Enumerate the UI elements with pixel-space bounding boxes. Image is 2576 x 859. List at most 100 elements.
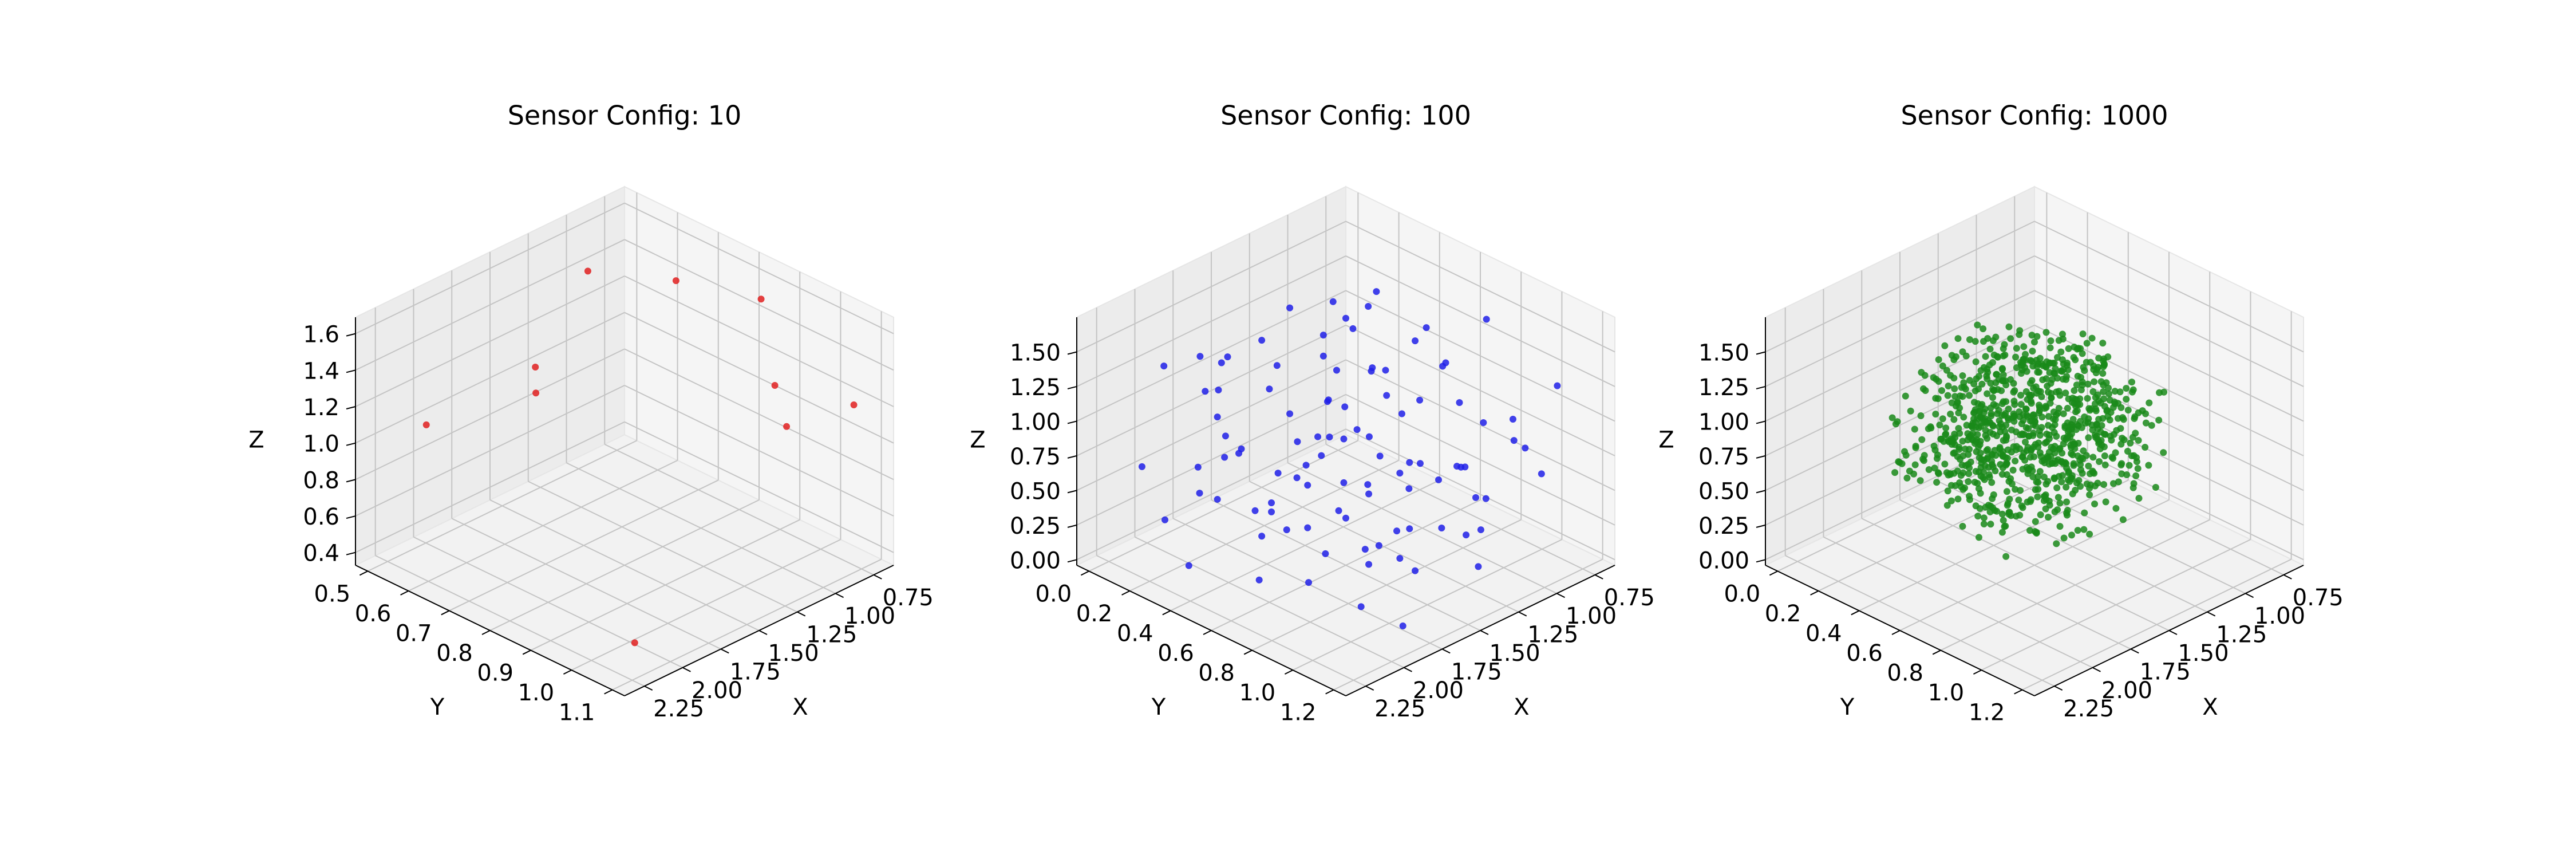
- data-point: [1286, 304, 1294, 312]
- data-point: [2115, 478, 2122, 486]
- data-point: [1974, 513, 1982, 520]
- z-tick-label: 1.00: [1010, 409, 1061, 435]
- data-point: [1989, 423, 1997, 430]
- y-tick-label: 0.8: [436, 640, 473, 667]
- tick-mark: [1769, 570, 1778, 576]
- data-point: [1957, 472, 1965, 479]
- data-point: [1921, 372, 1929, 379]
- data-point: [1423, 324, 1430, 332]
- data-point: [2041, 439, 2049, 447]
- x-tick-label: 2.00: [1413, 677, 1464, 704]
- data-point: [2045, 431, 2053, 439]
- tick-mark: [1594, 574, 1603, 580]
- data-point: [1920, 457, 1927, 464]
- tick-mark: [1325, 689, 1334, 695]
- data-point: [1980, 521, 1988, 528]
- grid-line: [1088, 440, 1358, 572]
- data-point: [1970, 408, 1978, 416]
- data-point: [2111, 388, 2119, 395]
- grid-line: [1859, 479, 2129, 612]
- data-point: [2007, 335, 2014, 342]
- data-point: [1957, 483, 1965, 490]
- data-point: [1258, 337, 1266, 344]
- data-point: [1906, 467, 1913, 475]
- data-point: [1934, 395, 1942, 403]
- data-point: [2124, 407, 2132, 414]
- data-point: [1510, 437, 1518, 444]
- y-tick-label: 0.8: [1198, 660, 1235, 687]
- tick-mark: [1162, 610, 1171, 616]
- data-point: [2027, 496, 2034, 503]
- data-point: [1522, 444, 1529, 452]
- data-point: [1984, 390, 1991, 397]
- data-point: [2060, 460, 2067, 467]
- data-point: [2102, 498, 2109, 506]
- data-point: [1365, 433, 1373, 440]
- data-point: [2104, 353, 2112, 361]
- data-point: [1974, 321, 1981, 329]
- data-point: [2028, 446, 2035, 454]
- y-tick-label: 1.1: [559, 700, 595, 726]
- data-point: [532, 389, 540, 397]
- data-point: [2036, 368, 2043, 376]
- tick-mark: [1756, 524, 1766, 528]
- data-point: [1955, 444, 1963, 451]
- data-point: [1952, 353, 1959, 360]
- data-point: [2088, 334, 2096, 342]
- data-point: [2134, 465, 2142, 472]
- data-point: [2026, 391, 2033, 399]
- data-point: [1902, 392, 1909, 400]
- data-point: [1950, 375, 1958, 382]
- data-point: [2075, 422, 2082, 430]
- z-tick-label: 0.25: [1010, 513, 1061, 539]
- y-tick-label: 0.6: [355, 601, 392, 627]
- z-tick-label: 0.4: [303, 541, 339, 567]
- z-tick-label: 0.00: [1010, 547, 1061, 574]
- y-tick-label: 0.5: [314, 581, 351, 607]
- data-point: [1994, 353, 2001, 361]
- data-point: [1319, 352, 1327, 360]
- tick-mark: [1756, 385, 1766, 389]
- data-point: [2064, 404, 2071, 412]
- data-point: [2008, 480, 2016, 487]
- data-point: [1477, 526, 1484, 534]
- data-point: [1977, 367, 1985, 375]
- data-point: [1988, 479, 1996, 486]
- y-tick-label: 0.4: [1805, 620, 1842, 647]
- data-point: [1221, 454, 1228, 461]
- data-point: [1932, 411, 1939, 418]
- data-point: [1950, 470, 1958, 477]
- data-point: [2079, 330, 2087, 338]
- data-point: [1947, 435, 1955, 443]
- data-point: [1977, 423, 1985, 430]
- data-point: [1954, 453, 1961, 460]
- tick-mark: [441, 610, 450, 616]
- data-point: [2090, 362, 2097, 370]
- data-point: [1989, 504, 1997, 511]
- data-point: [2112, 449, 2119, 456]
- data-point: [2008, 426, 2015, 434]
- z-tick-label: 0.00: [1698, 547, 1749, 574]
- data-point: [2101, 403, 2108, 410]
- data-point: [2021, 364, 2029, 371]
- data-point: [2009, 466, 2017, 474]
- data-point: [2016, 408, 2023, 416]
- y-tick-label: 0.2: [1765, 601, 1801, 627]
- tick-mark: [1067, 351, 1077, 355]
- data-point: [2032, 422, 2039, 430]
- grid-line: [612, 558, 882, 691]
- data-point: [2052, 416, 2059, 423]
- x-axis-label: X: [792, 694, 808, 720]
- data-point: [1948, 399, 1955, 407]
- grid-line: [355, 348, 625, 480]
- grid-line: [1345, 220, 1615, 353]
- data-point: [2030, 453, 2038, 460]
- data-point: [2092, 405, 2099, 412]
- grid-line: [1345, 255, 1615, 387]
- data-point: [2015, 497, 2022, 504]
- data-point: [2092, 393, 2099, 401]
- z-tick-label: 0.75: [1698, 444, 1749, 470]
- data-point: [2160, 449, 2167, 456]
- data-point: [2001, 351, 2009, 358]
- grid-line: [1333, 558, 1603, 691]
